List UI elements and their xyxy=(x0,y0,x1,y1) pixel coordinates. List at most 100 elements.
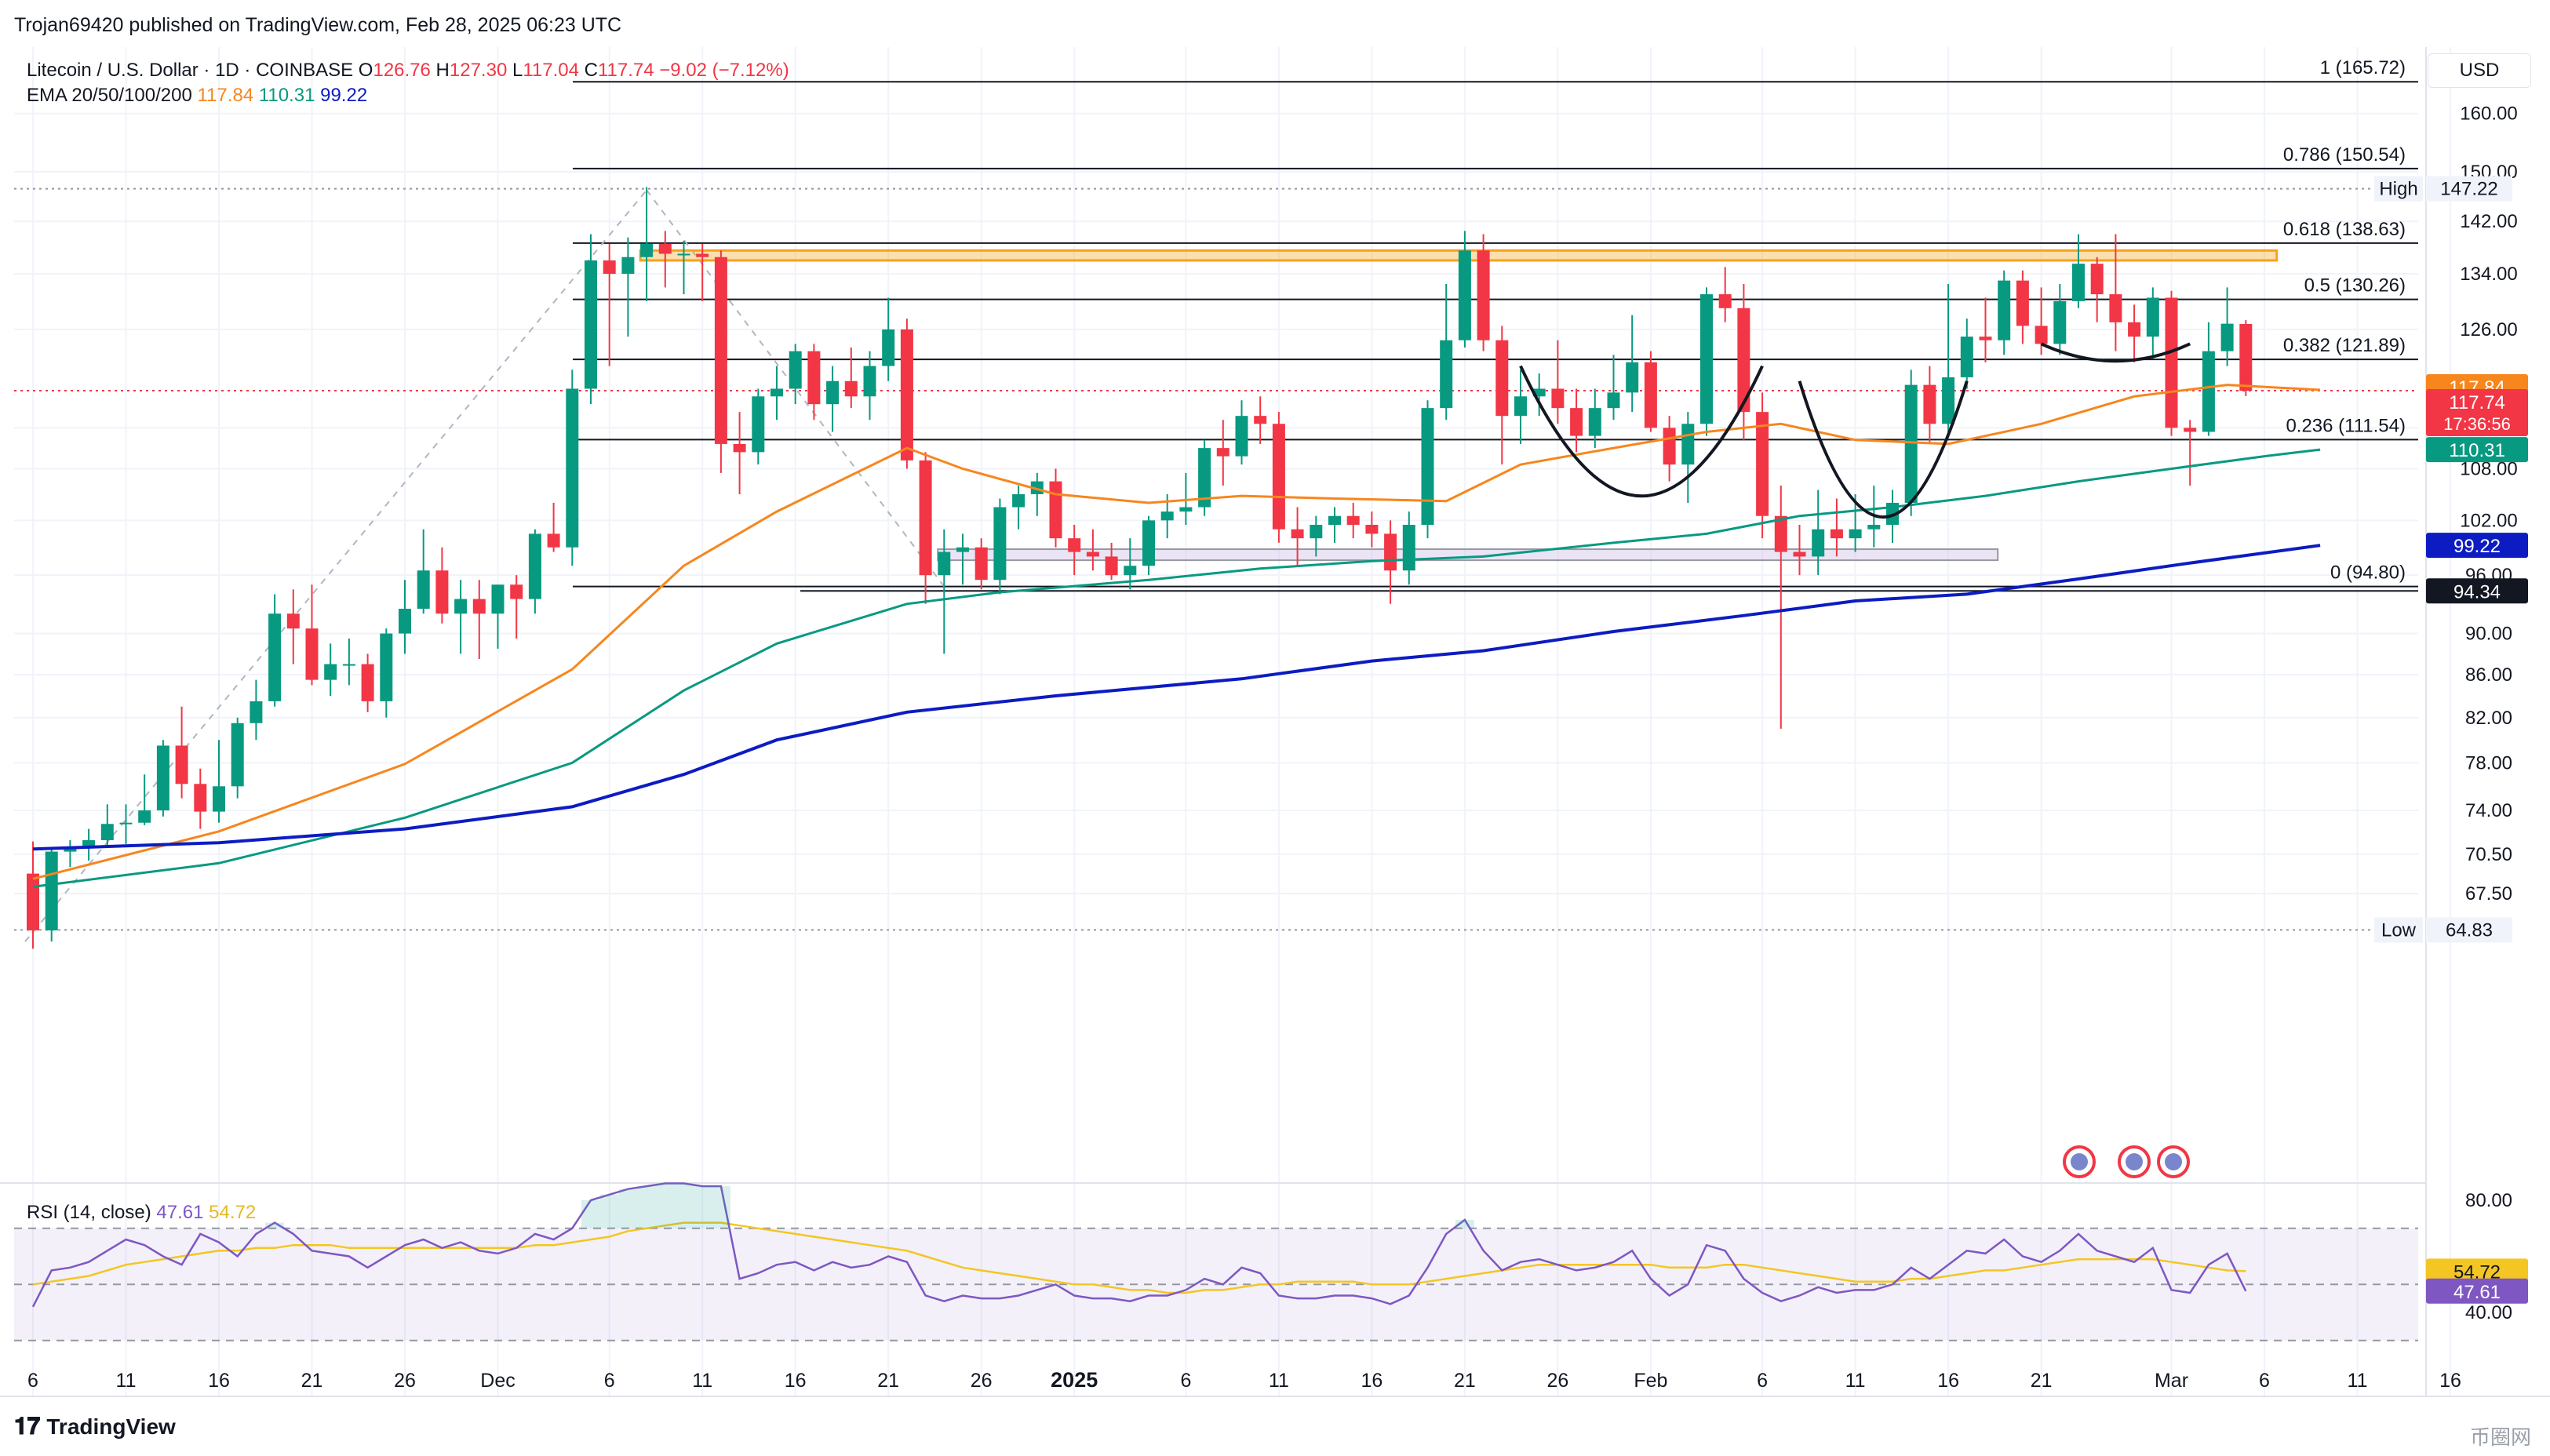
candle-body xyxy=(640,243,654,257)
candle-body xyxy=(1607,392,1620,409)
price-tick-label: 126.00 xyxy=(2460,319,2517,340)
economic-event-flag-icon-inner xyxy=(2071,1153,2088,1170)
candle-body xyxy=(2090,264,2104,295)
time-tick-label: 6 xyxy=(1757,1370,1768,1392)
low-value: 64.83 xyxy=(2446,919,2493,941)
price-tick-label: 78.00 xyxy=(2465,752,2512,774)
candle-body xyxy=(1272,424,1285,530)
rsi-pane: 80.00 40.00 xyxy=(14,1182,2512,1341)
time-tick-label: Dec xyxy=(480,1370,515,1392)
candle-body xyxy=(1235,416,1248,457)
price-tick-label: 102.00 xyxy=(2460,510,2517,531)
high-label: High xyxy=(2379,179,2417,200)
price-badge xyxy=(2426,389,2528,437)
candle-body xyxy=(1979,337,1992,340)
candle-body xyxy=(1700,294,1713,424)
rsi-tick-label: 40.00 xyxy=(2465,1302,2512,1323)
rsi-line xyxy=(31,1182,2247,1308)
ema-line-100 xyxy=(32,544,2321,851)
candle-body xyxy=(175,745,188,784)
ema50-legend-value: 110.31 xyxy=(258,85,315,106)
candle-body xyxy=(417,570,430,609)
candle-body xyxy=(435,570,449,614)
close-label: C xyxy=(584,60,598,81)
high-value-bg xyxy=(2426,176,2512,202)
economic-event-flag-icon-inner xyxy=(2165,1153,2182,1170)
ema100-legend-value: 99.22 xyxy=(320,85,368,106)
rsi-legend[interactable]: RSI (14, close) 47.61 54.72 xyxy=(27,1202,256,1224)
tradingview-brand[interactable]: 𝟏𝟕 TradingView xyxy=(14,1414,176,1440)
candle-body xyxy=(547,533,560,548)
candle-body xyxy=(510,584,523,599)
candle-body xyxy=(2016,280,2029,326)
candle-body xyxy=(1160,511,1174,521)
rsi-legend-label: RSI (14, close) xyxy=(27,1202,151,1223)
time-tick-label: 6 xyxy=(604,1370,615,1392)
candle-body xyxy=(1365,525,1379,534)
low-value-bg xyxy=(2426,917,2512,943)
zones xyxy=(639,249,2279,562)
time-tick-label: 26 xyxy=(1546,1370,1568,1392)
candle-body xyxy=(844,380,858,397)
candle-body xyxy=(528,533,541,599)
ema-line-50 xyxy=(32,448,2321,888)
candle-body xyxy=(1644,362,1657,428)
candle-body xyxy=(882,329,895,366)
symbol-title[interactable]: Litecoin / U.S. Dollar · 1D · COINBASE xyxy=(27,60,354,81)
candle-body xyxy=(1495,340,1509,417)
time-tick-label: 11 xyxy=(116,1370,137,1392)
candle-body xyxy=(1718,294,1732,308)
candle-body xyxy=(1179,507,1193,512)
candle-body xyxy=(82,840,96,848)
currency-selector[interactable]: USD xyxy=(2428,53,2531,88)
ema-legend[interactable]: EMA 20/50/100/200 117.84 110.31 99.22 xyxy=(27,85,367,107)
candle-body xyxy=(1384,533,1397,571)
low-label: Low xyxy=(2381,919,2417,941)
high-label: H xyxy=(435,60,450,81)
brand-label: TradingView xyxy=(46,1414,176,1439)
candle-body xyxy=(1198,448,1211,508)
candle-body xyxy=(194,784,207,812)
time-tick-label: 16 xyxy=(2439,1370,2461,1392)
candle-body xyxy=(45,851,58,930)
ema20-legend-value: 117.84 xyxy=(197,85,254,106)
rsi-badge-value: 47.61 xyxy=(2453,1282,2501,1303)
rsi-ma-legend-value: 54.72 xyxy=(209,1202,257,1223)
candle-body xyxy=(770,388,783,397)
candle-body xyxy=(250,701,263,723)
price-tick-label: 74.00 xyxy=(2465,800,2512,821)
candle-body xyxy=(733,443,746,453)
price-tick-label: 134.00 xyxy=(2460,264,2517,285)
candle-body xyxy=(231,723,244,787)
candle-body xyxy=(1849,529,1862,539)
rsi-legend-value: 47.61 xyxy=(156,1202,204,1223)
candle-body xyxy=(2146,297,2159,337)
candle-body xyxy=(658,243,672,254)
candle-body xyxy=(714,257,727,444)
candle-body xyxy=(399,608,411,634)
time-tick-label: 6 xyxy=(2259,1370,2270,1392)
fib-level-label: 0.786 (150.54) xyxy=(2283,144,2406,166)
low-value: 117.04 xyxy=(523,60,579,81)
candle-body xyxy=(2202,351,2215,432)
candle-body xyxy=(1812,529,1825,557)
rsi-badge xyxy=(2426,1278,2528,1304)
price-badge-countdown: 17:36:56 xyxy=(2443,414,2511,434)
symbol-line: Litecoin / U.S. Dollar · 1D · COINBASE O… xyxy=(27,60,789,82)
time-tick-label: 6 xyxy=(27,1370,38,1392)
fib-level-label: 0.618 (138.63) xyxy=(2283,219,2406,240)
candle-body xyxy=(789,351,802,389)
tradingview-logo-icon: 𝟏𝟕 xyxy=(14,1414,41,1440)
ema-legend-label: EMA 20/50/100/200 xyxy=(27,85,192,106)
candle-body xyxy=(1867,525,1881,530)
time-tick-label: 26 xyxy=(394,1370,416,1392)
price-badge xyxy=(2426,437,2528,463)
candle-body xyxy=(826,380,840,405)
ema-line-20 xyxy=(32,384,2321,880)
candle-body xyxy=(752,396,765,453)
candle-body xyxy=(1998,280,2011,340)
candle-body xyxy=(1254,416,1267,424)
candle-body xyxy=(1477,250,1490,340)
price-badge-value: 99.22 xyxy=(2453,536,2501,557)
candle-body xyxy=(2220,323,2234,351)
